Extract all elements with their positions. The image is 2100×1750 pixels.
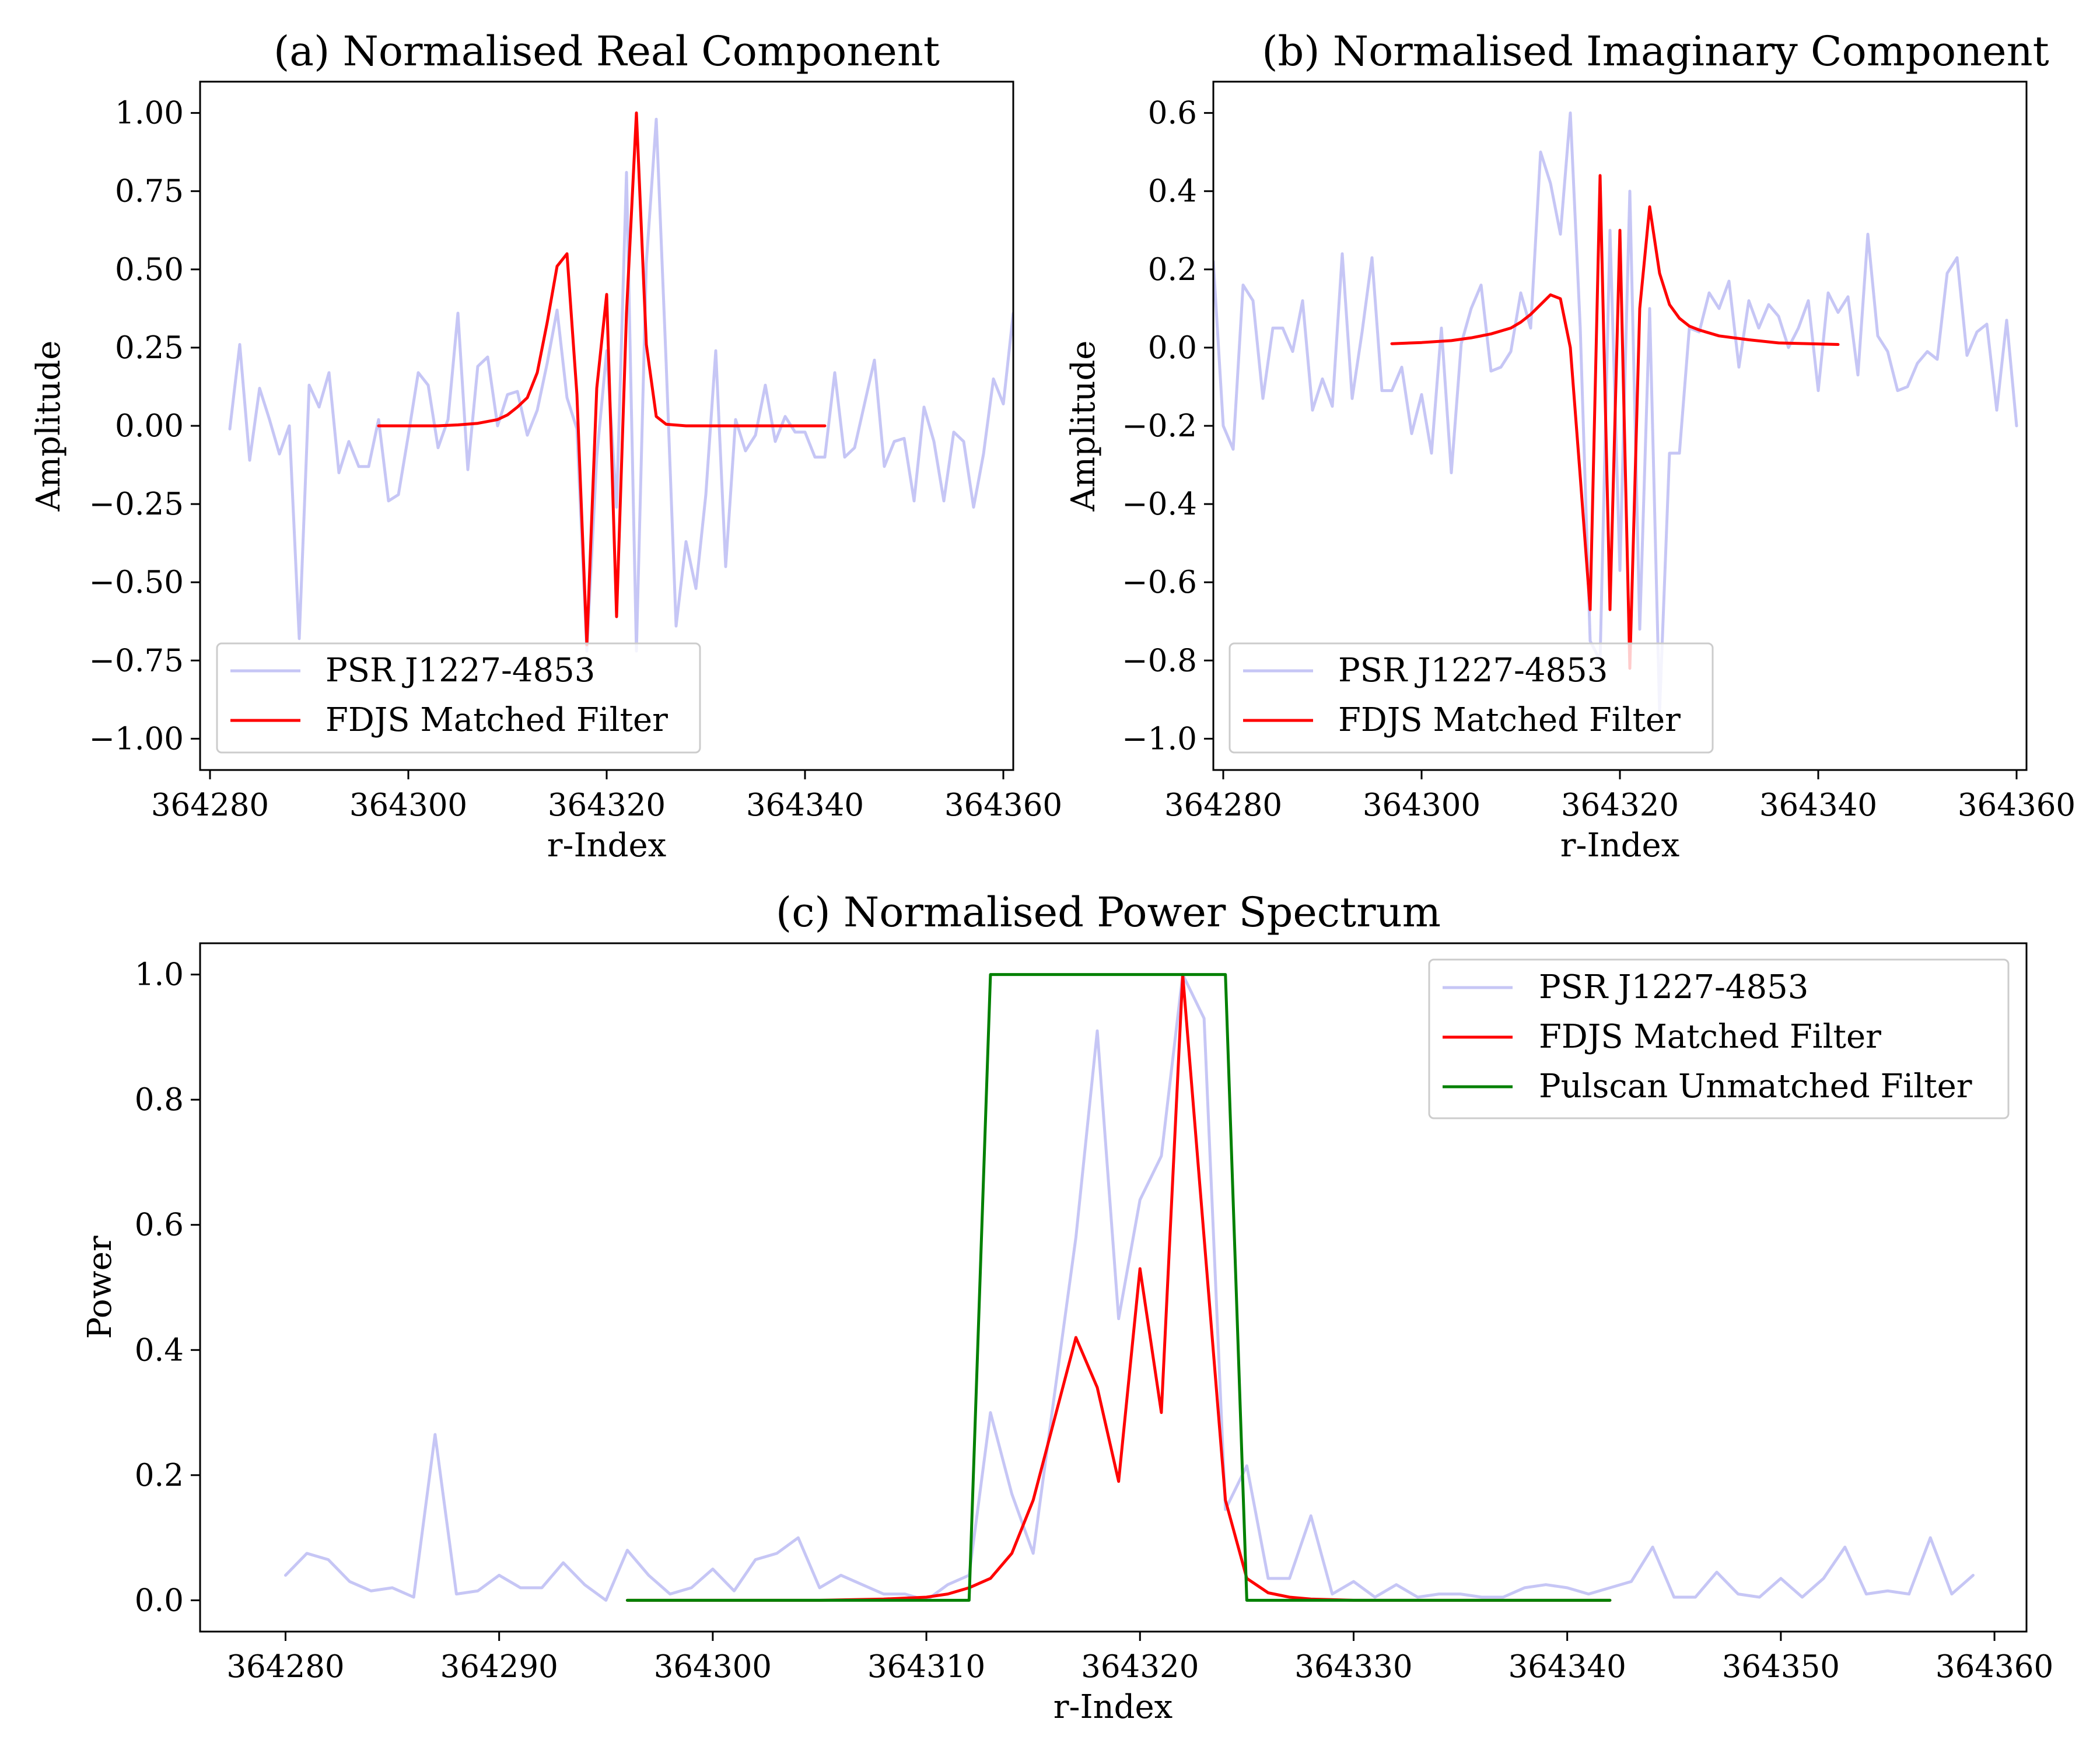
panel-c-legend-label-psr: PSR J1227-4853	[1539, 968, 1808, 1006]
panel-c-x-tick-label: 364310	[867, 1649, 985, 1685]
panel-b-x-tick-label: 364320	[1561, 788, 1679, 823]
panel-b-legend: PSR J1227-4853 FDJS Matched Filter	[1228, 642, 1714, 754]
panel-b-y-tick-label: −0.2	[1122, 408, 1197, 444]
panel-a-y-tick-label: −0.50	[89, 565, 184, 600]
panel-c-x-tick-label: 364300	[654, 1649, 772, 1685]
panel-a-x-tick-label: 364300	[349, 788, 467, 823]
panel-b-y-tick-label: 0.2	[1148, 252, 1197, 288]
panel-c-legend-frame	[1428, 958, 2010, 1119]
panel-b-title: (b) Normalised Imaginary Component	[1262, 27, 2049, 75]
panel-c-y-tick-label: 0.4	[135, 1332, 184, 1368]
panel-a-x-axis-label: r-Index	[547, 827, 666, 864]
panel-a-series-fdjs-line	[377, 111, 827, 646]
panel-a-x-tick-label: 364360	[944, 788, 1062, 823]
panel-c-y-tick-label: 0.0	[135, 1583, 184, 1618]
panel-a-y-tick-label: 1.00	[115, 96, 184, 131]
panel-a-title: (a) Normalised Real Component	[274, 27, 940, 75]
panel-b-y-tick-label: 0.0	[1148, 330, 1197, 366]
panel-b-y-tick-label: 0.6	[1148, 96, 1197, 131]
panel-a-y-tick-label: 0.75	[115, 174, 184, 209]
panel-b-legend-label-fdjs: FDJS Matched Filter	[1338, 701, 1681, 739]
panel-c-legend-label-fdjs: FDJS Matched Filter	[1539, 1018, 1881, 1056]
panel-c-series-pulscan-line	[625, 973, 1612, 1602]
panel-b-y-tick-label: −1.0	[1122, 721, 1197, 757]
panel-a-x-tick-label: 364280	[151, 788, 269, 823]
panel-c-y-tick-label: 0.8	[135, 1082, 184, 1118]
panel-b-legend-frame	[1228, 642, 1714, 754]
panel-c: (c) Normalised Power Spectrum 364280 3642…	[81, 888, 2053, 1726]
panel-b-x-tick-label: 364360	[1958, 788, 2076, 823]
panel-a: (a) Normalised Real Component 364280 3643…	[30, 27, 1062, 864]
panel-c-title: (c) Normalised Power Spectrum	[776, 888, 1441, 936]
panel-b-plot: 364280 364300 364320 364340 364360 −1.0 −0.8 −0…	[1122, 96, 2076, 823]
panel-a-x-tick-label: 364340	[746, 788, 864, 823]
panel-b-axes-frame	[1212, 80, 2028, 771]
panel-b-x-tick-label: 364280	[1164, 788, 1282, 823]
panel-c-series-psr-line	[284, 973, 1975, 1602]
panel-b-y-tick-label: −0.8	[1122, 643, 1197, 678]
panel-c-x-tick-label: 364350	[1722, 1649, 1840, 1685]
panel-b-x-tick-label: 364300	[1363, 788, 1480, 823]
panel-a-series-psr-line	[228, 117, 1013, 653]
panel-a-y-tick-label: 0.00	[115, 408, 184, 444]
panel-c-x-tick-label: 364290	[440, 1649, 558, 1685]
panel-c-x-tick-label: 364360	[1936, 1649, 2053, 1685]
panel-b-x-axis-label: r-Index	[1560, 827, 1679, 864]
panel-a-y-tick-label: 0.25	[115, 330, 184, 366]
panel-c-y-tick-label: 0.6	[135, 1208, 184, 1243]
panel-a-y-tick-label: −0.75	[89, 643, 184, 678]
panel-a-y-tick-label: −0.25	[89, 487, 184, 522]
panel-c-x-tick-label: 364320	[1081, 1649, 1199, 1685]
panel-a-legend-label-fdjs: FDJS Matched Filter	[326, 701, 668, 739]
panel-a-legend: PSR J1227-4853 FDJS Matched Filter	[216, 642, 701, 754]
panel-b: (b) Normalised Imaginary Component 36428…	[1065, 27, 2076, 864]
panel-a-legend-label-psr: PSR J1227-4853	[326, 652, 595, 690]
panel-a-axes-frame	[199, 80, 1014, 771]
panel-a-legend-frame	[216, 642, 701, 754]
panel-b-legend-label-psr: PSR J1227-4853	[1338, 652, 1608, 690]
panel-c-x-tick-label: 364280	[226, 1649, 344, 1685]
panel-a-x-tick-label: 364320	[548, 788, 666, 823]
panel-c-x-axis-label: r-Index	[1054, 1688, 1172, 1726]
panel-a-plot: 364280 364300 364320 364340 364360 −1.00 −0.75…	[89, 96, 1063, 823]
panel-c-series-fdjs-line	[625, 973, 1612, 1602]
panel-c-x-tick-label: 364330	[1294, 1649, 1412, 1685]
panel-c-y-tick-label: 1.0	[135, 957, 184, 993]
panel-b-y-tick-label: 0.4	[1148, 174, 1197, 209]
panel-c-y-axis-label: Power	[81, 1236, 119, 1339]
panel-b-y-axis-label: Amplitude	[1065, 341, 1102, 512]
panel-a-y-axis-label: Amplitude	[30, 341, 68, 512]
panel-c-legend: PSR J1227-4853 FDJS Matched Filter Pulsc…	[1428, 958, 2010, 1119]
panel-c-y-tick-label: 0.2	[135, 1458, 184, 1493]
panel-a-y-tick-label: 0.50	[115, 252, 184, 288]
panel-a-y-tick-label: −1.00	[89, 721, 184, 757]
panel-c-plot: 364280 364290 364300 364310 364320 364330 3643…	[135, 957, 2054, 1685]
panel-b-series-fdjs-line	[1390, 174, 1840, 670]
panel-b-x-tick-label: 364340	[1759, 788, 1877, 823]
panel-c-x-tick-label: 364340	[1508, 1649, 1626, 1685]
panel-b-y-tick-label: −0.4	[1122, 487, 1197, 522]
panel-c-axes-frame	[199, 942, 2028, 1633]
panel-c-legend-label-pulscan: Pulscan Unmatched Filter	[1539, 1068, 1972, 1105]
panel-b-y-tick-label: −0.6	[1122, 565, 1197, 600]
